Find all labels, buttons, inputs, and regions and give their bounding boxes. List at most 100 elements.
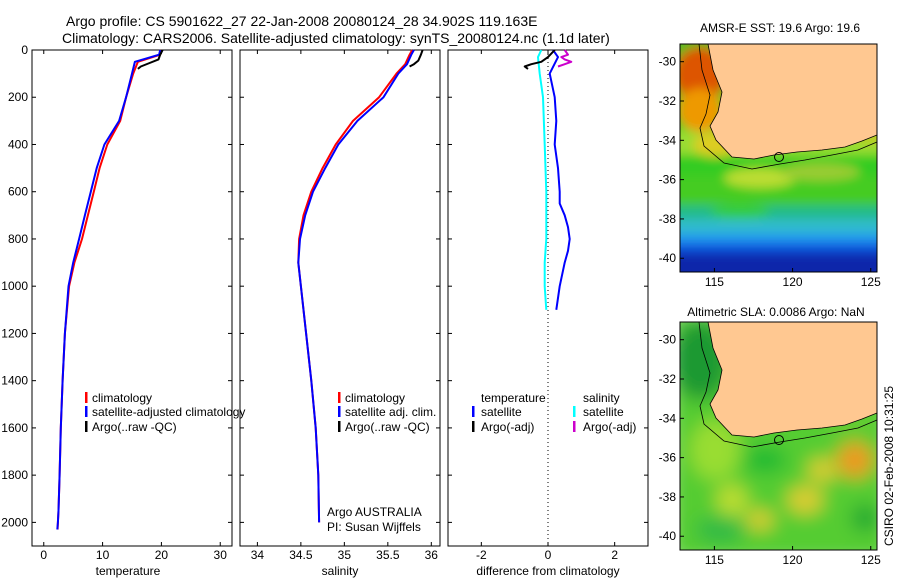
depth-tick-label: 0 [21, 43, 28, 57]
legend-swatch-sal-argo [573, 421, 576, 432]
legend-title-salinity: salinity [583, 391, 620, 405]
difference-series [523, 49, 573, 546]
map-y-tick-label: -36 [659, 451, 677, 465]
depth-tick-label: 1200 [1, 326, 28, 340]
salinity-xlabel: salinity [322, 564, 359, 578]
legend-swatch-satellite-adjusted [85, 406, 88, 417]
depth-tick-label: 1800 [1, 468, 28, 482]
legend-swatch-climatology [85, 392, 88, 403]
series-line-salinity-satellite [537, 49, 548, 310]
sst-float-position-marker [774, 152, 784, 162]
depth-tick-label: 1600 [1, 421, 28, 435]
salinity-x-axis: 34 34.5 35 35.5 36 [240, 49, 440, 562]
map-x-tick-label: 125 [861, 275, 881, 289]
legend-swatch-temp-satellite [472, 406, 475, 417]
legend-label-temp-argo: Argo(-adj) [481, 420, 534, 434]
x-tick-label: 20 [155, 548, 169, 562]
sla-map-title: Altimetric SLA: 0.0086 Argo: NaN [687, 305, 864, 319]
legend-label-climatology: climatology [92, 391, 152, 405]
float-owner-annotation: Argo AUSTRALIA [327, 505, 422, 519]
map-y-tick-label: -30 [659, 55, 677, 69]
legend-label-sal-argo: Argo(-adj) [583, 420, 636, 434]
x-tick-label: 34 [251, 548, 265, 562]
temperature-plot-frame [31, 49, 233, 547]
pi-annotation: PI: Susan Wijffels [327, 520, 421, 534]
legend-label-argo: Argo(..raw -QC) [345, 420, 430, 434]
legend-label-satellite-adj: satellite adj. clim. [345, 405, 436, 419]
map-x-tick-label: 120 [783, 275, 803, 289]
series-line-argo-raw-qc- [137, 49, 164, 70]
sla-land-australia [707, 321, 878, 438]
map-y-tick-label: -30 [659, 333, 677, 347]
x-tick-label: 0 [545, 548, 552, 562]
series-line-temperature-argo-adj- [523, 49, 556, 70]
sla-map-frame [679, 321, 878, 551]
map-x-tick-label: 125 [861, 553, 881, 567]
depth-tick-label: 2000 [1, 515, 28, 529]
x-tick-label: 2 [611, 548, 618, 562]
legend-label-climatology: climatology [345, 391, 405, 405]
temperature-x-axis: 0 10 20 30 [32, 49, 232, 562]
legend-label-temp-satellite: satellite [481, 405, 522, 419]
depth-tick-label: 1400 [1, 374, 28, 388]
salinity-legend: climatology satellite adj. clim. Argo(..… [338, 391, 436, 434]
legend-swatch-climatology [338, 392, 341, 403]
map-y-tick-label: -34 [659, 411, 677, 425]
legend-swatch-sal-satellite [573, 406, 576, 417]
difference-legend-salinity: salinity satellite Argo(-adj) [573, 391, 636, 434]
legend-label-satellite-adjusted: satellite-adjusted climatology [92, 405, 245, 419]
depth-tick-label: 400 [8, 137, 28, 151]
x-tick-label: -2 [476, 548, 487, 562]
x-tick-label: 0 [40, 548, 47, 562]
series-line-climatology [56, 49, 163, 530]
depth-tick-label: 1000 [1, 279, 28, 293]
legend-title-temperature: temperature [481, 391, 546, 405]
difference-x-axis: -2 0 2 [448, 49, 648, 562]
legend-swatch-satellite-adj [338, 406, 341, 417]
sst-land-australia [707, 43, 878, 160]
x-tick-label: 36 [425, 548, 439, 562]
map-y-tick-label: -38 [659, 490, 677, 504]
x-tick-label: 30 [214, 548, 228, 562]
x-tick-label: 10 [96, 548, 110, 562]
salinity-plot-frame [239, 49, 441, 547]
sst-map-title: AMSR-E SST: 19.6 Argo: 19.6 [700, 21, 860, 35]
sst-coastline-offshore [698, 43, 878, 170]
salinity-series [297, 49, 424, 523]
series-line-argo-raw-qc- [409, 49, 424, 68]
series-line-satellite-adj-clim- [297, 49, 415, 523]
sla-map-axes: 115 120 125 -30 -32 -34 -36 -38 -40 [659, 333, 881, 567]
sla-coastline-offshore [698, 321, 878, 448]
x-tick-label: 35 [338, 548, 352, 562]
map-y-tick-label: -40 [659, 251, 677, 265]
figure-title-line2: Climatology: CARS2006. Satellite-adjuste… [62, 30, 610, 46]
sst-map-axes: 115 120 125 -30 -32 -34 -36 -38 -40 [659, 55, 881, 289]
x-tick-label: 34.5 [289, 548, 313, 562]
depth-tick-label: 200 [8, 90, 28, 104]
temperature-xlabel: temperature [96, 564, 161, 578]
legend-swatch-temp-argo [472, 421, 475, 432]
legend-swatch-argo [338, 421, 341, 432]
legend-label-argo: Argo(..raw -QC) [92, 420, 177, 434]
depth-axis: 0 200 400 600 800 1000 1200 1400 1600 1800 2000 [1, 43, 28, 529]
map-x-tick-label: 120 [783, 553, 803, 567]
map-x-tick-label: 115 [705, 275, 724, 289]
map-y-tick-label: -34 [659, 133, 677, 147]
series-line-salinity-argo-adj- [557, 49, 573, 68]
difference-xlabel: difference from climatology [476, 564, 619, 578]
figure-title-line1: Argo profile: CS 5901622_27 22-Jan-2008 … [66, 13, 537, 29]
temperature-series [56, 49, 164, 530]
series-line-temperature-satellite [548, 49, 571, 310]
side-timestamp-label: CSIRO 02-Feb-2008 10:31:25 [882, 386, 896, 546]
x-tick-label: 35.5 [376, 548, 400, 562]
legend-swatch-argo [85, 421, 88, 432]
map-y-tick-label: -32 [659, 94, 677, 108]
map-y-tick-label: -40 [659, 529, 677, 543]
sla-float-position-marker [774, 435, 784, 445]
difference-legend-temperature: temperature satellite Argo(-adj) [472, 391, 546, 434]
series-line-satellite-adjusted-climatology [56, 49, 162, 530]
map-y-tick-label: -32 [659, 372, 677, 386]
legend-label-sal-satellite: satellite [583, 405, 624, 419]
map-y-tick-label: -38 [659, 212, 677, 226]
